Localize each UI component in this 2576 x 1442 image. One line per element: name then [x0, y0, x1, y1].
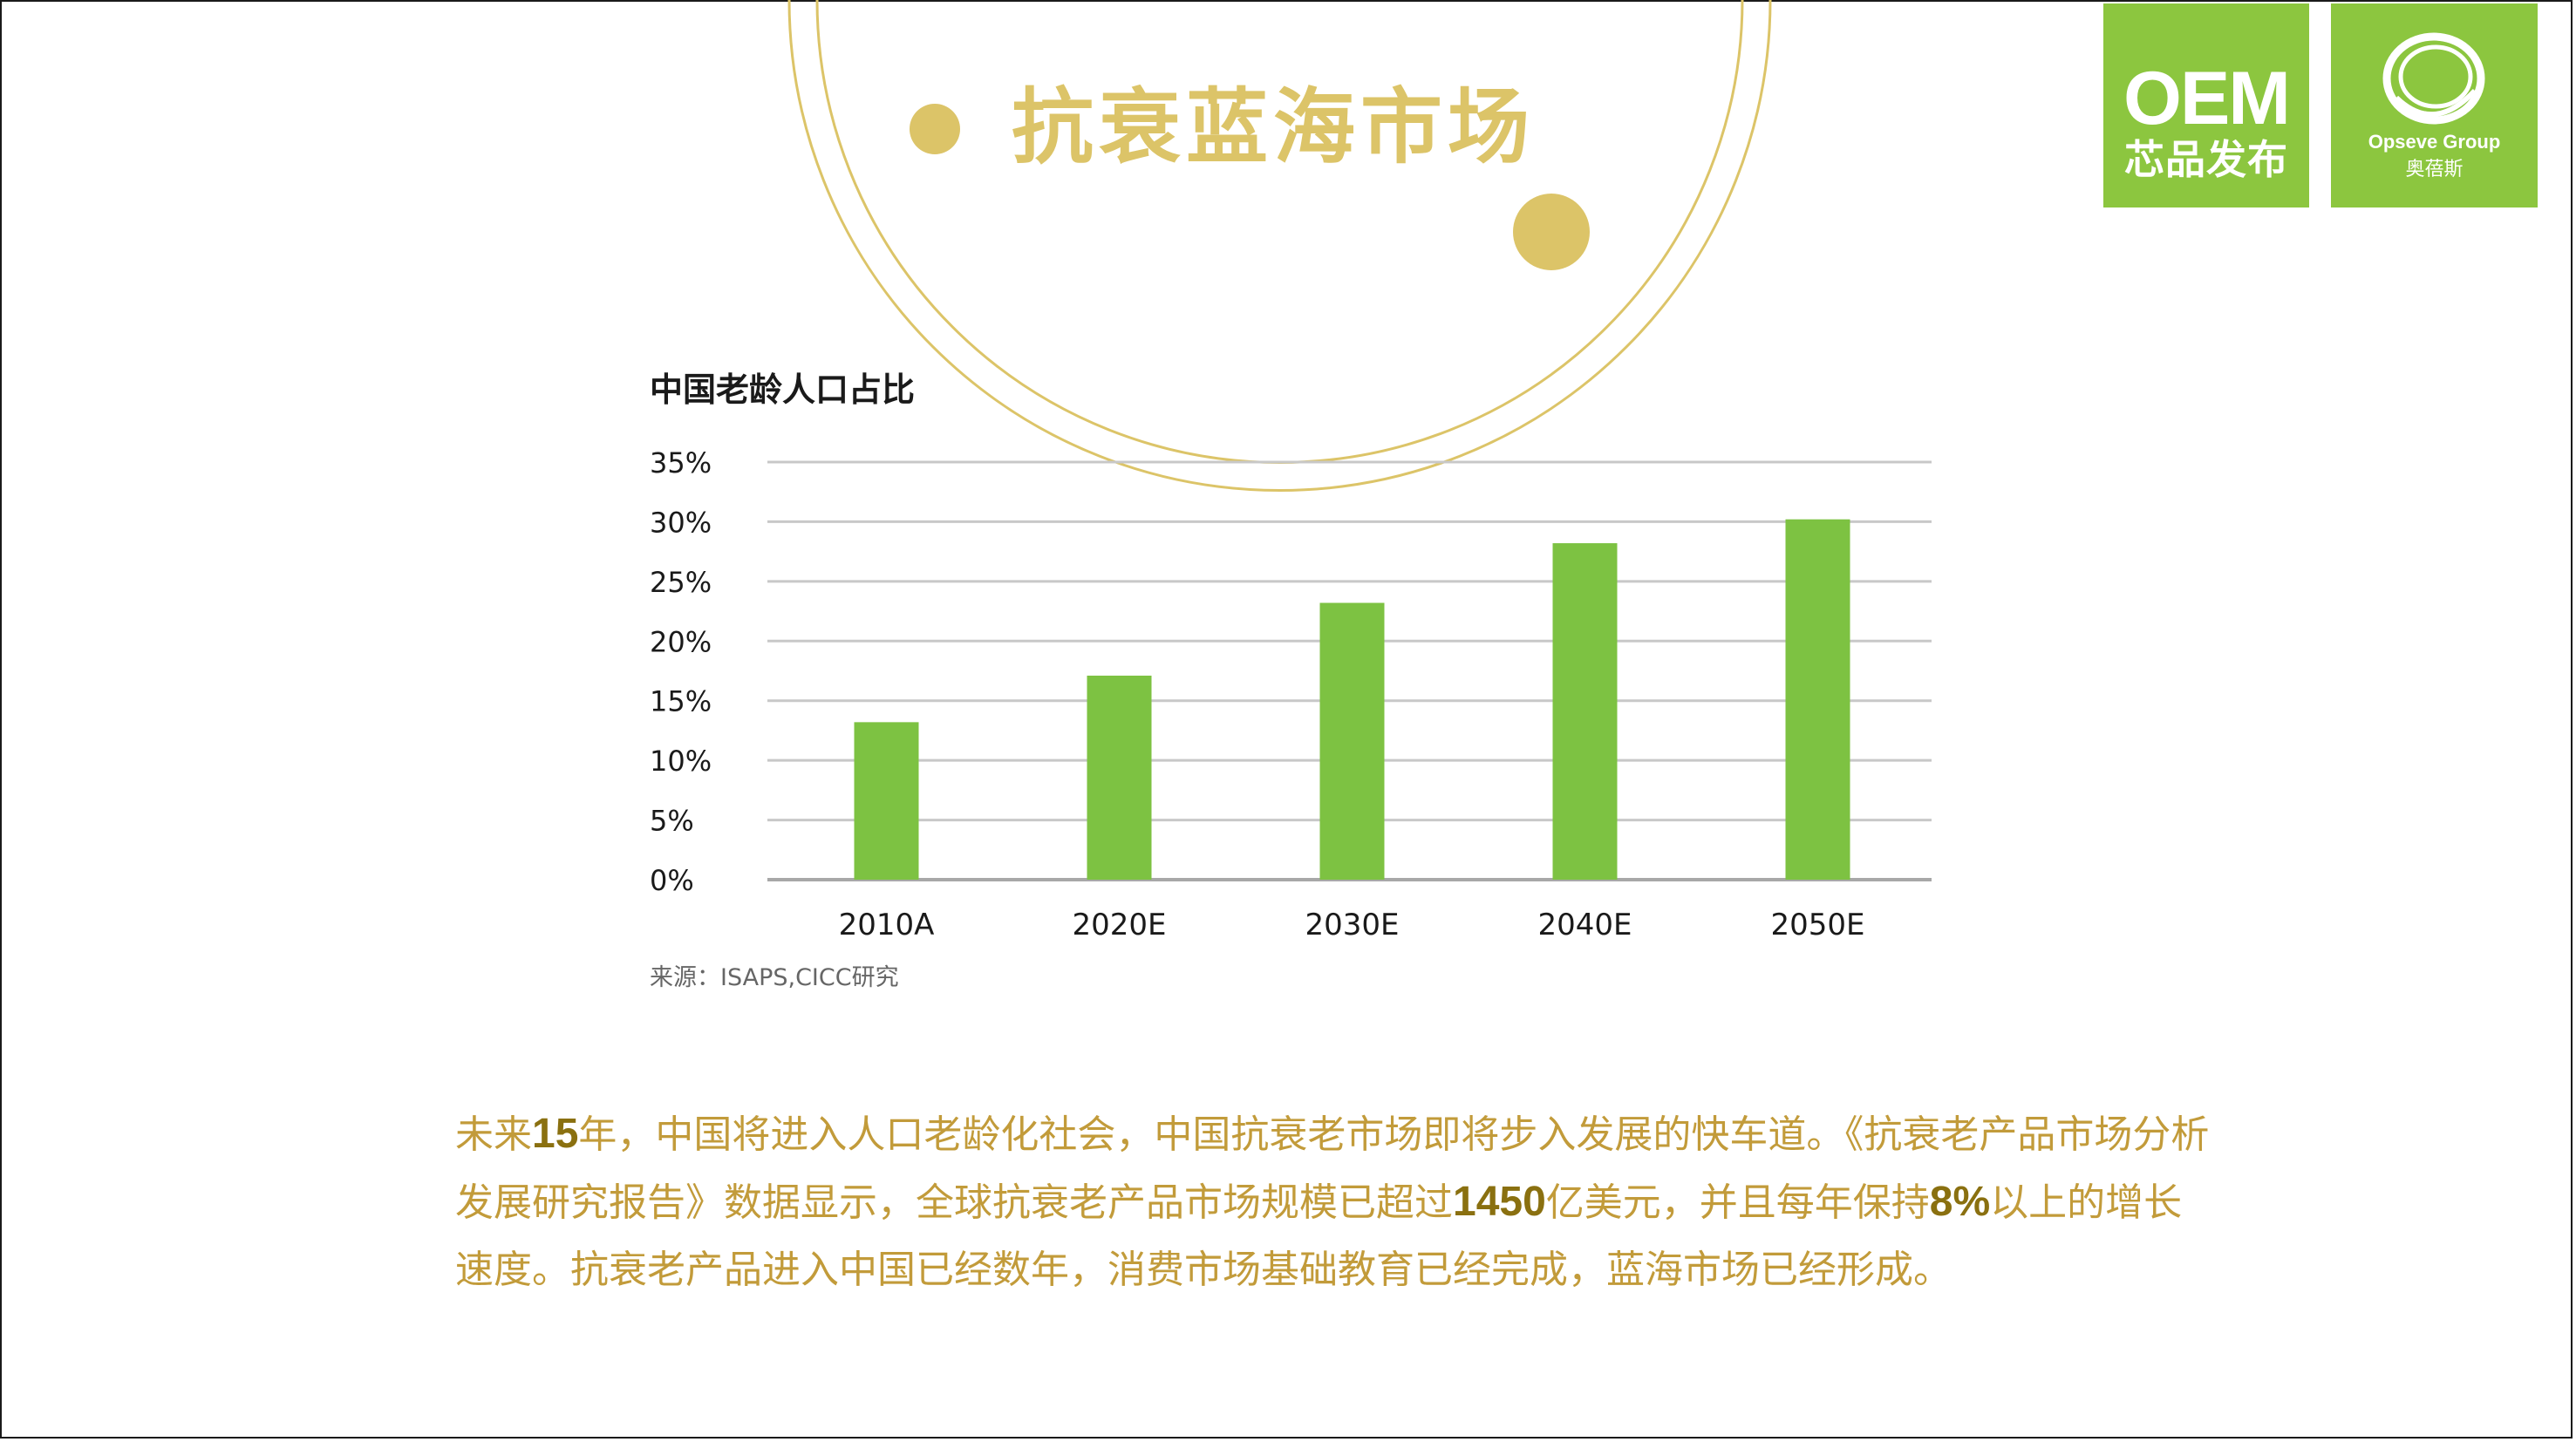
chart-title: 中国老龄人口占比 [650, 371, 915, 409]
x-tick-label: 2030E [1305, 908, 1399, 942]
highlight-market-size: 1450 [1453, 1179, 1546, 1225]
y-tick-label: 35% [650, 446, 712, 480]
bar-2050E [1785, 519, 1850, 880]
highlight-years: 15 [532, 1111, 579, 1157]
oem-logo-text: OEM [2123, 57, 2291, 140]
description-paragraph: 未来15年，中国将进入人口老龄化社会，中国抗衰老市场即将步入发展的快车道。《抗衰… [455, 1100, 2217, 1303]
opseve-logo-cn: 奥蓓斯 [2405, 159, 2464, 180]
ring-swirl-icon [2382, 32, 2485, 125]
y-tick-label: 10% [650, 745, 712, 778]
bar-2040E [1552, 543, 1618, 880]
y-tick-label: 0% [650, 864, 694, 897]
chart-x-axis: 2010A 2020E 2030E 2040E 2050E [839, 908, 1865, 942]
paragraph-text-4: 以上的增长速度。抗衰老产品进入中国已经数年，消费市场基础教育已经完成，蓝海市场已… [455, 1180, 2183, 1292]
decor-arc-outer [787, 0, 1772, 492]
x-tick-label: 2020E [1072, 908, 1166, 942]
x-tick-label: 2010A [839, 908, 935, 942]
chart-y-axis: 0% 5% 10% 15% 20% 25% 30% 35% [650, 446, 712, 897]
highlight-growth-rate: 8% [1929, 1179, 1991, 1225]
opseve-logo: Opseve Group 奥蓓斯 [2331, 3, 2538, 207]
paragraph-text-3: 亿美元，并且每年保持 [1545, 1180, 1930, 1225]
decor-dot-right [1513, 194, 1590, 270]
oem-logo: OEM 芯品发布 [2103, 3, 2309, 207]
y-tick-label: 20% [650, 625, 712, 658]
decor-dot-left [910, 104, 960, 154]
y-tick-label: 30% [650, 506, 712, 539]
slide-title: 抗衰蓝海市场 [1012, 79, 1536, 175]
oem-logo-subtitle: 芯品发布 [2124, 136, 2288, 183]
chart-source-note: 来源：ISAPS,CICC研究 [650, 964, 899, 991]
y-tick-label: 15% [650, 685, 712, 718]
bar-2010A [854, 722, 919, 880]
x-tick-label: 2040E [1537, 908, 1632, 942]
y-tick-label: 5% [650, 805, 694, 838]
chart-bars [854, 519, 1850, 880]
opseve-logo-name: Opseve Group [2368, 131, 2501, 153]
y-tick-label: 25% [650, 566, 712, 599]
paragraph-text-1: 未来 [455, 1112, 532, 1157]
bar-2030E [1319, 602, 1385, 880]
x-tick-label: 2050E [1770, 908, 1864, 942]
bar-2020E [1087, 675, 1152, 880]
paragraph-text-2: 年，中国将进入人口老龄化社会，中国抗衰老市场即将步入发展的快车道。《抗衰老产品市… [455, 1112, 2210, 1225]
